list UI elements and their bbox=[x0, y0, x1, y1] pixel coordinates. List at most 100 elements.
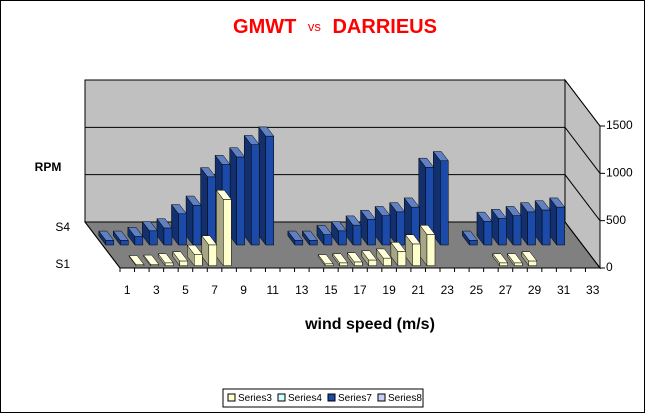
bar-top bbox=[170, 204, 188, 215]
x-tick-label: 13 bbox=[295, 283, 309, 297]
bar-front bbox=[352, 224, 362, 246]
bar-top bbox=[156, 218, 173, 229]
bar-top bbox=[375, 248, 392, 259]
grid-line bbox=[85, 79, 601, 127]
bar-front bbox=[163, 227, 173, 246]
bar bbox=[476, 211, 493, 246]
legend-swatch bbox=[327, 393, 336, 402]
bar-top bbox=[404, 234, 421, 245]
bar-side bbox=[258, 126, 267, 246]
bar-top bbox=[201, 235, 218, 246]
chart-title: GMWT vs DARRIEUS bbox=[233, 16, 437, 38]
bar-front bbox=[223, 199, 232, 266]
bar-front bbox=[178, 213, 187, 246]
bar-front bbox=[367, 219, 376, 246]
bar-front bbox=[469, 240, 478, 246]
bar bbox=[345, 215, 362, 246]
bar bbox=[229, 147, 246, 246]
bar bbox=[390, 241, 407, 267]
legend-swatch bbox=[377, 393, 386, 402]
bar-front bbox=[309, 240, 318, 246]
bar-top bbox=[141, 221, 158, 232]
bar-front bbox=[179, 260, 188, 266]
bar-top bbox=[243, 135, 260, 145]
bar bbox=[375, 248, 392, 267]
bar-top bbox=[505, 206, 522, 216]
x-tick-label: 21 bbox=[412, 283, 426, 297]
bar-top bbox=[287, 230, 304, 241]
legend-label: Series3 bbox=[238, 393, 272, 404]
x-tick-label: 25 bbox=[470, 283, 484, 297]
bar-top bbox=[461, 230, 478, 241]
bar-top bbox=[490, 209, 508, 219]
bar-front bbox=[236, 156, 245, 246]
bar bbox=[186, 244, 203, 267]
bar-front bbox=[396, 211, 405, 246]
bar bbox=[330, 220, 348, 246]
bar-front bbox=[105, 240, 115, 246]
bar-front bbox=[338, 230, 347, 246]
x-tick-label: 19 bbox=[382, 283, 396, 297]
bar-front bbox=[324, 263, 334, 266]
y-tick-label: 0 bbox=[606, 260, 613, 274]
bar bbox=[360, 209, 377, 246]
bar-top bbox=[301, 230, 318, 241]
bar-top bbox=[258, 126, 275, 137]
x-tick-label: 17 bbox=[353, 283, 367, 297]
bar bbox=[346, 251, 363, 267]
bar-front bbox=[383, 257, 392, 266]
bar-front bbox=[499, 262, 508, 266]
bar-top bbox=[330, 221, 348, 232]
bar bbox=[534, 200, 551, 246]
bar-front bbox=[194, 254, 203, 266]
bar bbox=[521, 251, 538, 267]
bar bbox=[432, 150, 449, 246]
bar bbox=[520, 201, 537, 246]
bar-front bbox=[512, 215, 522, 246]
bar bbox=[112, 230, 129, 246]
bar bbox=[156, 218, 173, 246]
bar-front bbox=[527, 211, 536, 246]
bar bbox=[243, 134, 260, 246]
bar bbox=[215, 189, 232, 267]
bar-top bbox=[476, 211, 493, 222]
bar-top bbox=[215, 189, 232, 200]
bar-front bbox=[149, 230, 158, 246]
bar bbox=[317, 253, 334, 267]
bar-top bbox=[316, 225, 333, 235]
y-tick-label: 1000 bbox=[606, 166, 633, 180]
bar-front bbox=[134, 236, 144, 246]
title-part: vs bbox=[308, 19, 322, 34]
bar-front bbox=[440, 160, 449, 246]
x-tick-label: 7 bbox=[211, 283, 218, 297]
bar bbox=[301, 230, 318, 246]
bar bbox=[549, 197, 566, 246]
bar-top bbox=[492, 253, 509, 264]
bar-front bbox=[528, 260, 538, 266]
bar-front bbox=[368, 259, 378, 266]
bar-top bbox=[390, 242, 407, 252]
bar bbox=[461, 230, 478, 246]
bar bbox=[332, 252, 349, 267]
bar-top bbox=[418, 157, 435, 168]
bar-top bbox=[403, 197, 420, 208]
bar-top bbox=[98, 230, 115, 241]
bar-top bbox=[389, 202, 406, 213]
x-tick-label: 29 bbox=[528, 283, 542, 297]
bar-front bbox=[323, 234, 333, 246]
x-axis-label: wind speed (m/s) bbox=[304, 316, 435, 333]
bar-front bbox=[412, 243, 421, 266]
bar-front bbox=[556, 206, 565, 246]
x-tick-label: 15 bbox=[324, 283, 338, 297]
legend-swatch bbox=[227, 393, 236, 402]
bar bbox=[389, 201, 406, 246]
bar bbox=[505, 205, 522, 246]
bar-top bbox=[332, 253, 349, 264]
bar-front bbox=[381, 215, 391, 246]
bar-top bbox=[229, 147, 246, 158]
bar-top bbox=[506, 253, 523, 264]
bar-front bbox=[339, 262, 348, 266]
bar-front bbox=[192, 204, 202, 246]
bar-top bbox=[345, 215, 362, 226]
